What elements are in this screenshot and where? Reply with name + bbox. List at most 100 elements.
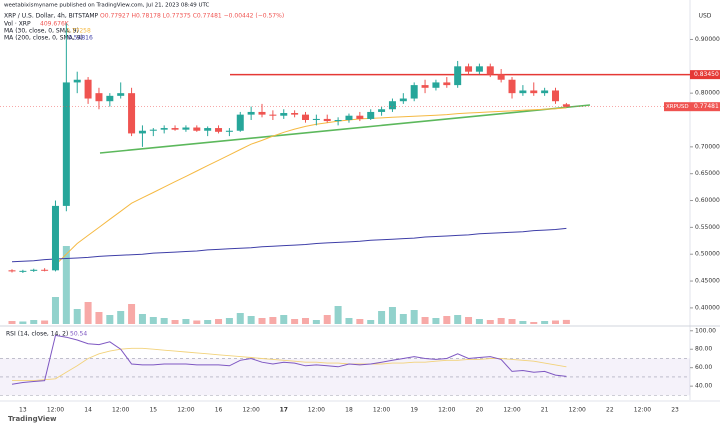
level-label: 0.83450 [694, 71, 719, 78]
last-price-bg [690, 102, 720, 112]
rsi-value: 50.54 [70, 331, 87, 338]
volume-bar [552, 320, 559, 324]
x-tick-label: 13 [19, 407, 27, 414]
candle-body [465, 66, 473, 72]
rsi-tick-label: 40.00 [695, 383, 712, 390]
volume-bar [443, 316, 451, 324]
rsi-ma-line [12, 347, 567, 382]
candle-body [541, 90, 549, 94]
x-tick-label: 15 [149, 407, 157, 414]
candle-body [334, 120, 342, 122]
x-tick-label: 14 [84, 407, 92, 414]
volume-bar [475, 319, 483, 324]
volume-bar [215, 319, 223, 324]
volume-bar [8, 321, 16, 324]
volume-bar [236, 313, 244, 324]
moving-average [55, 107, 567, 266]
x-tick-label: 12:00 [177, 407, 194, 414]
candle-body [149, 129, 157, 131]
candle-body [160, 128, 168, 130]
candle-body [301, 114, 309, 120]
candle-body [421, 85, 429, 88]
candle-body [486, 66, 494, 75]
candle-body [475, 66, 483, 72]
candle-body [30, 269, 38, 271]
volume-bar [486, 320, 494, 324]
x-tick-label: 17 [280, 407, 288, 414]
volume-bar [388, 307, 396, 324]
candle-body [84, 79, 92, 99]
candle-body [41, 269, 49, 271]
volume-bar [312, 320, 320, 324]
volume-bar [465, 317, 473, 324]
volume-bar [345, 318, 353, 324]
candle-body [138, 130, 146, 134]
footer-logo: TradingView [8, 415, 57, 423]
last-price-symbol-bg [664, 102, 690, 112]
candle-body [367, 111, 375, 119]
volume-bar [356, 319, 364, 324]
volume-bar [247, 316, 255, 324]
rsi-tick-label: 100.00 [695, 327, 716, 334]
x-tick-label: 12:00 [569, 407, 586, 414]
x-tick-label: 20 [476, 407, 484, 414]
volume-bar [541, 321, 549, 324]
candle-body [562, 104, 570, 107]
y-tick-label: 0.65000 [695, 170, 720, 177]
candle-body [410, 85, 418, 99]
volume-bar [367, 320, 375, 324]
candle-body [378, 109, 386, 112]
volume-bar [497, 318, 505, 324]
volume-bar [508, 319, 516, 324]
volume-bar [160, 318, 168, 324]
candle-body [388, 101, 396, 110]
x-tick-label: 12:00 [503, 407, 520, 414]
chart-title: XRP / U.S. Dollar, 4h, BITSTAMP [4, 13, 99, 20]
volume-bar [51, 297, 59, 324]
candle-body [8, 270, 16, 272]
trendline [99, 104, 591, 154]
candle-body [312, 118, 320, 120]
candle-body [323, 118, 331, 122]
volume-bar [19, 321, 27, 324]
x-tick-label: 19 [410, 407, 418, 414]
volume-bar [128, 304, 136, 324]
y-tick-label: 0.80000 [695, 90, 720, 97]
candle-body [432, 82, 440, 88]
volume-bar [138, 314, 146, 324]
volume-bar [280, 315, 288, 324]
y-tick-label: 0.45000 [695, 278, 720, 285]
volume-bar [84, 302, 92, 324]
candle-body [552, 90, 559, 102]
x-tick-label: 12:00 [373, 407, 390, 414]
candle-body [236, 114, 244, 131]
currency: USD [699, 13, 712, 20]
candle-body [106, 95, 114, 102]
volume-bar [182, 319, 190, 324]
candle-body [225, 130, 233, 132]
volume-bar [41, 320, 49, 324]
volume-bar [95, 312, 103, 324]
y-tick-label: 0.40000 [695, 304, 720, 311]
candle-body [519, 90, 527, 94]
rsi-tick-label: 80.00 [695, 346, 712, 353]
rsi-tick-label: 60.00 [695, 364, 712, 371]
candle-body [356, 115, 364, 119]
volume-value: 409.676K [40, 21, 70, 28]
volume-bar [291, 319, 299, 324]
candle-body [443, 82, 451, 86]
volume-bar [171, 320, 179, 324]
candle-body [258, 111, 266, 115]
y-tick-label: 0.60000 [695, 197, 720, 204]
candle-body [171, 128, 179, 130]
volume-bar [117, 311, 125, 324]
candle-body [247, 111, 255, 115]
candle-body [530, 90, 538, 94]
candle-body [291, 113, 299, 115]
x-tick-label: 12:00 [242, 407, 259, 414]
volume-bar [454, 315, 462, 324]
rsi-line [11, 334, 567, 385]
x-tick-label: 18 [345, 407, 353, 414]
volume-bar [149, 317, 157, 324]
